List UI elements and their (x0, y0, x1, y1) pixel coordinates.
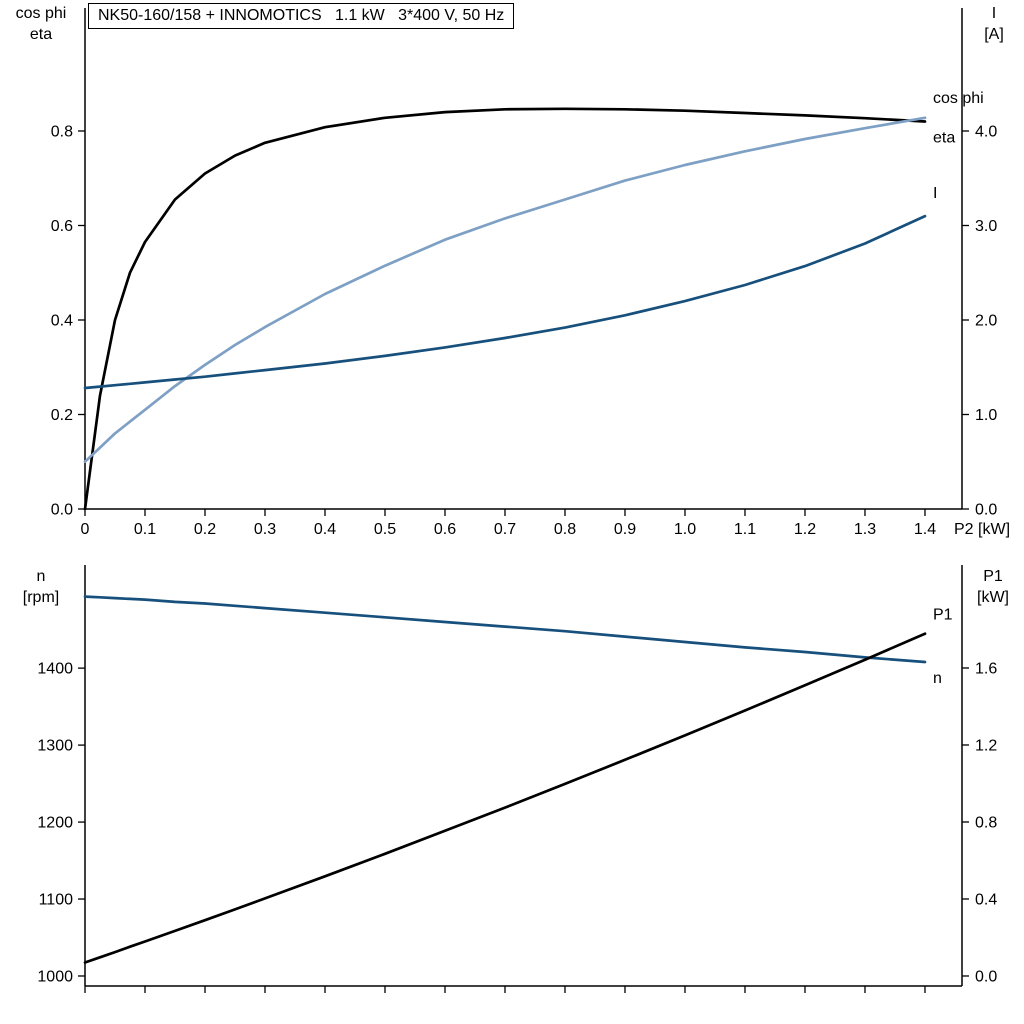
curve-label-n: n (933, 670, 942, 687)
series-eta (83, 107, 927, 511)
chart-title-box: NK50-160/158 + INNOMOTICS 1.1 kW 3*400 V… (88, 3, 515, 29)
left-tick-label: 0.6 (51, 218, 73, 235)
x-tick-label: 0 (81, 521, 90, 538)
x-tick-label: 0.7 (494, 521, 516, 538)
curve-label-cos-phi: cos phi (933, 90, 984, 107)
right-tick-label: 1.2 (975, 737, 997, 754)
right-tick-label: 3.0 (975, 218, 997, 235)
series-I (83, 214, 927, 390)
axis-title-line: I (991, 5, 997, 22)
series-P1 (83, 632, 927, 964)
axis-title-line: P1 (983, 568, 1003, 585)
curve-label-P1: P1 (933, 607, 953, 624)
top-right-axis-title: I [A] (966, 3, 1022, 45)
right-tick-label: 0.0 (975, 968, 997, 985)
bottom-left-axis-title: n [rpm] (0, 566, 82, 608)
right-tick-label: 2.0 (975, 313, 997, 330)
x-tick-label: 1.1 (734, 521, 756, 538)
x-tick-label: 0.4 (314, 521, 336, 538)
axis-title-line: [A] (984, 26, 1004, 43)
series-cos-phi (83, 116, 927, 464)
left-tick-label: 1300 (37, 738, 73, 755)
x-tick-label: 0.9 (614, 521, 636, 538)
x-tick-label: 0.8 (554, 521, 576, 538)
left-tick-label: 0.2 (51, 407, 73, 424)
left-tick-label: 0.0 (51, 502, 73, 519)
right-tick-label: 0.4 (975, 891, 997, 908)
x-axis-label: P2 [kW] (954, 521, 1010, 538)
curve-label-I: I (933, 185, 937, 202)
left-tick-label: 0.4 (51, 312, 73, 329)
x-tick-label: 1.2 (794, 521, 816, 538)
top-left-axis-title: cos phi eta (0, 3, 82, 45)
right-tick-label: 0.8 (975, 814, 997, 831)
axis-title-line: n (36, 568, 46, 585)
axis-title-line: [kW] (977, 589, 1009, 606)
axis-title-line: [rpm] (22, 589, 60, 606)
left-tick-label: 1000 (37, 968, 73, 985)
curve-label-eta: eta (933, 130, 955, 147)
x-tick-label: 1.3 (854, 521, 876, 538)
bottom-right-axis-title: P1 [kW] (964, 566, 1022, 608)
x-tick-label: 0.2 (194, 521, 216, 538)
left-tick-label: 1100 (39, 892, 74, 909)
left-tick-label: 1200 (37, 815, 73, 832)
x-tick-label: 0.1 (134, 521, 156, 538)
axis-title-line: cos phi (15, 5, 67, 22)
left-tick-label: 1400 (37, 661, 73, 678)
right-tick-label: 1.6 (975, 660, 997, 677)
x-tick-label: 0.6 (434, 521, 456, 538)
x-tick-label: 1.4 (914, 521, 936, 538)
x-tick-label: 1.0 (674, 521, 696, 538)
x-tick-label: 0.5 (374, 521, 396, 538)
x-tick-label: 0.3 (254, 521, 276, 538)
right-tick-label: 4.0 (975, 124, 997, 141)
series-n (83, 595, 927, 664)
axis-title-line: eta (29, 26, 53, 43)
right-tick-label: 0.0 (975, 502, 997, 519)
right-tick-label: 1.0 (975, 407, 997, 424)
left-tick-label: 0.8 (51, 123, 73, 140)
